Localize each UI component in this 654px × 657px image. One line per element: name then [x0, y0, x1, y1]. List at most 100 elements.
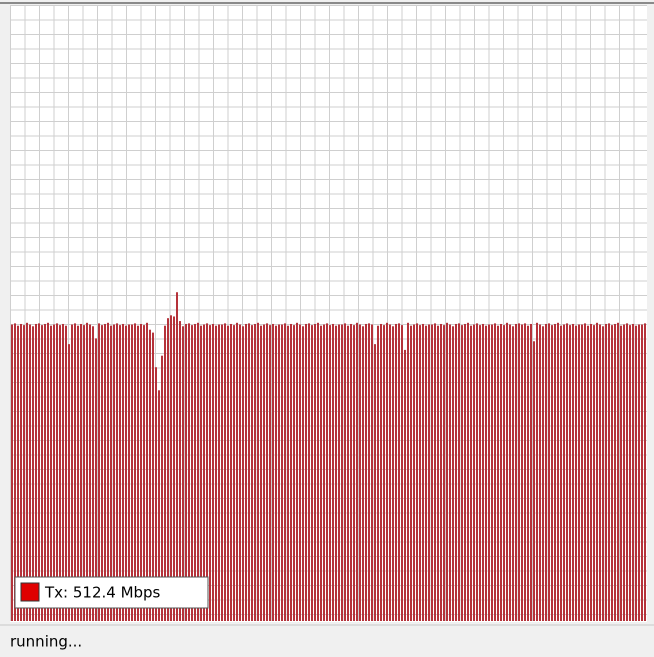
- bar: [359, 324, 361, 621]
- bar: [92, 326, 94, 621]
- bar: [38, 323, 40, 621]
- bar: [281, 324, 283, 621]
- bar: [572, 323, 574, 621]
- bar: [437, 325, 439, 621]
- bar: [422, 323, 424, 621]
- bar: [317, 322, 319, 621]
- bar: [404, 349, 406, 621]
- bar: [32, 326, 34, 621]
- bar: [551, 325, 553, 621]
- status-text: running...: [10, 633, 82, 651]
- bar: [539, 324, 541, 621]
- bar: [542, 326, 544, 621]
- bar: [182, 326, 184, 621]
- bar: [62, 323, 64, 621]
- bar: [566, 323, 568, 621]
- bar: [272, 323, 274, 621]
- bar: [629, 325, 631, 621]
- bar: [179, 321, 181, 621]
- bar: [416, 323, 418, 621]
- bar: [26, 322, 28, 621]
- bar: [224, 323, 226, 621]
- bar: [536, 322, 538, 621]
- bar: [101, 325, 103, 621]
- bar: [56, 323, 58, 621]
- bar: [227, 325, 229, 621]
- bar: [173, 316, 175, 621]
- bar: [425, 325, 427, 621]
- bar: [77, 325, 79, 621]
- bar: [428, 324, 430, 621]
- bar: [149, 329, 151, 621]
- bar: [467, 322, 469, 621]
- bar: [593, 325, 595, 621]
- bar: [128, 324, 130, 621]
- bar: [554, 323, 556, 621]
- bar: [482, 323, 484, 621]
- bar: [161, 355, 163, 621]
- bar: [623, 324, 625, 621]
- bar: [206, 323, 208, 621]
- bar: [476, 323, 478, 621]
- bar: [500, 323, 502, 621]
- bar: [518, 323, 520, 621]
- bar: [620, 325, 622, 621]
- bar: [380, 323, 382, 621]
- bar: [338, 324, 340, 621]
- bar: [116, 323, 118, 621]
- bars: [11, 292, 646, 621]
- bar: [200, 325, 202, 621]
- bar: [230, 323, 232, 621]
- legend-swatch: [20, 582, 40, 602]
- bar: [329, 325, 331, 621]
- bar: [473, 324, 475, 621]
- bar: [107, 322, 109, 621]
- bar: [446, 322, 448, 621]
- bar: [236, 322, 238, 621]
- bar: [398, 323, 400, 621]
- bar: [491, 324, 493, 621]
- bar: [371, 324, 373, 621]
- bar: [308, 323, 310, 621]
- bar: [470, 325, 472, 621]
- bar: [263, 324, 265, 621]
- bar: [50, 325, 52, 621]
- bar: [347, 325, 349, 621]
- bar: [545, 323, 547, 621]
- bar: [431, 324, 433, 621]
- bar: [203, 324, 205, 621]
- bar: [146, 322, 148, 621]
- bar: [524, 323, 526, 621]
- bar: [461, 325, 463, 621]
- bar: [350, 323, 352, 621]
- bar: [584, 323, 586, 621]
- bar: [533, 341, 535, 621]
- bar: [332, 323, 334, 621]
- bar: [596, 322, 598, 621]
- bar: [377, 325, 379, 621]
- bar: [164, 325, 166, 621]
- bar: [134, 323, 136, 621]
- bar: [104, 323, 106, 621]
- bar: [59, 325, 61, 621]
- bar: [569, 325, 571, 621]
- bar: [245, 323, 247, 621]
- bar: [122, 323, 124, 621]
- bar: [35, 323, 37, 621]
- bar: [449, 324, 451, 621]
- bar: [434, 323, 436, 621]
- bar: [23, 325, 25, 621]
- bar: [302, 326, 304, 621]
- bar: [269, 325, 271, 621]
- bar: [632, 323, 634, 621]
- bar: [53, 324, 55, 621]
- bar: [176, 292, 178, 621]
- bar: [563, 324, 565, 621]
- bar: [644, 323, 646, 621]
- bar: [638, 324, 640, 621]
- bar: [605, 323, 607, 621]
- bar: [590, 323, 592, 621]
- bar: [71, 324, 73, 621]
